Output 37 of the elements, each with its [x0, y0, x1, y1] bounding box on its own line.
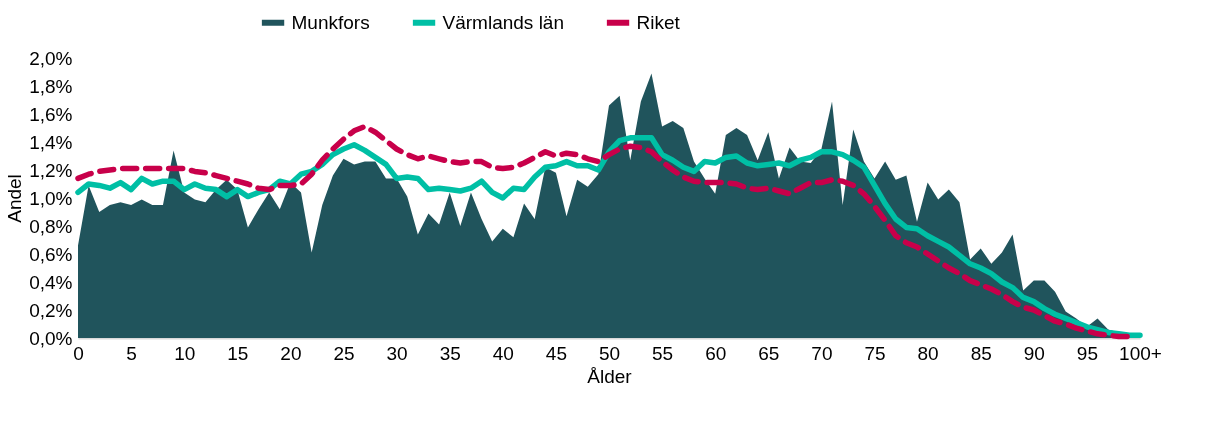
legend-label: Värmlands län [442, 11, 564, 33]
y-tick-label: 0,0% [29, 327, 73, 349]
y-tick-label: 0,4% [29, 271, 73, 293]
x-tick-label: 80 [917, 342, 939, 364]
x-tick-label: 0 [73, 342, 84, 364]
x-tick-label: 85 [970, 342, 992, 364]
x-tick-label: 75 [864, 342, 886, 364]
x-tick-label: 40 [492, 342, 514, 364]
y-tick-label: 1,0% [29, 187, 73, 209]
y-tick-label: 0,2% [29, 299, 73, 321]
y-axis-title: Andel [4, 174, 26, 223]
x-tick-label: 55 [652, 342, 674, 364]
y-tick-label: 1,6% [29, 103, 73, 125]
y-tick-label: 1,8% [29, 75, 73, 97]
legend-label: Riket [636, 11, 681, 33]
y-tick-label: 1,2% [29, 159, 73, 181]
x-tick-label: 100+ [1119, 342, 1162, 364]
x-tick-label: 95 [1076, 342, 1098, 364]
x-tick-label: 20 [280, 342, 302, 364]
y-tick-label: 0,8% [29, 215, 73, 237]
x-tick-label: 45 [545, 342, 567, 364]
x-tick-label: 35 [439, 342, 461, 364]
x-axis-title: Ålder [587, 365, 633, 387]
x-tick-label: 60 [705, 342, 727, 364]
y-tick-label: 2,0% [29, 47, 73, 69]
x-tick-label: 65 [758, 342, 780, 364]
x-tick-label: 90 [1023, 342, 1045, 364]
x-tick-label: 70 [811, 342, 833, 364]
x-tick-label: 15 [227, 342, 249, 364]
x-tick-label: 50 [598, 342, 621, 364]
x-tick-label: 5 [126, 342, 137, 364]
legend-label: Munkfors [291, 11, 370, 33]
x-tick-label: 25 [333, 342, 355, 364]
x-tick-label: 10 [174, 342, 196, 364]
x-tick-label: 30 [386, 342, 408, 364]
y-tick-label: 0,6% [29, 243, 73, 265]
y-tick-label: 1,4% [29, 131, 73, 153]
